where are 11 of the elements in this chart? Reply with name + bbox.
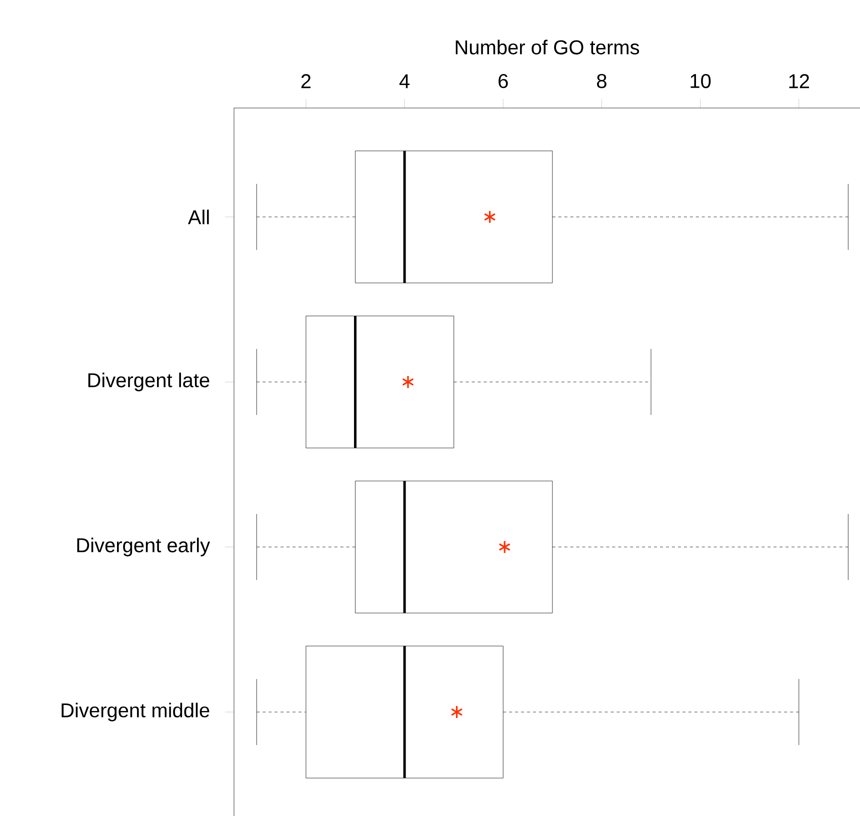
x-tick-label: 8 bbox=[597, 74, 606, 88]
x-tick-label: 6 bbox=[498, 74, 508, 88]
y-tick-label: Divergent late bbox=[88, 372, 210, 392]
x-tick-label: 2 bbox=[301, 74, 311, 88]
x-tick-label: 10 bbox=[690, 74, 711, 88]
x-tick-label: 4 bbox=[399, 74, 410, 88]
y-tick-label: Divergent middle bbox=[62, 702, 210, 722]
x-axis-title: Number of GO terms bbox=[456, 40, 640, 54]
y-tick-label: Divergent early bbox=[77, 538, 210, 556]
x-tick-label: 12 bbox=[789, 74, 810, 88]
y-tick-label: All bbox=[188, 210, 209, 224]
